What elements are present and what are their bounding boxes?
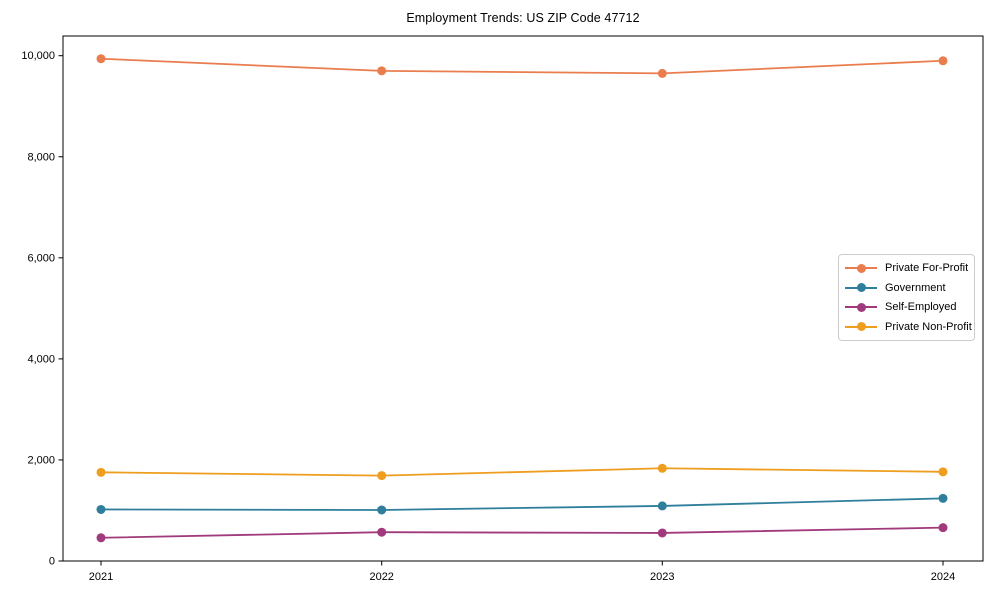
y-tick-label: 4,000 xyxy=(27,353,55,365)
x-tick-label: 2024 xyxy=(931,571,955,583)
data-point-self-employed xyxy=(938,523,948,533)
data-point-private-non-profit xyxy=(377,471,387,481)
data-point-private-non-profit xyxy=(96,467,106,477)
data-point-self-employed xyxy=(96,533,106,543)
legend-label-government: Government xyxy=(885,281,946,294)
data-point-government xyxy=(938,493,948,503)
data-point-private-non-profit xyxy=(938,467,948,477)
legend-item-private-for-profit: Private For-Profit xyxy=(845,259,968,278)
legend-item-government: Government xyxy=(845,278,968,297)
legend-item-self-employed: Self-Employed xyxy=(845,298,968,317)
legend-marker-government xyxy=(845,283,877,293)
y-tick-label: 2,000 xyxy=(27,454,55,466)
y-tick-label: 10,000 xyxy=(21,50,55,62)
data-point-private-for-profit xyxy=(377,66,387,76)
legend: Private For-Profit Government Self-Emplo… xyxy=(838,254,975,341)
data-point-government xyxy=(377,505,387,515)
data-point-private-for-profit xyxy=(96,54,106,64)
y-tick-label: 0 xyxy=(49,556,55,568)
data-point-private-non-profit xyxy=(657,463,667,473)
data-point-private-for-profit xyxy=(938,56,948,66)
legend-label-private-non-profit: Private Non-Profit xyxy=(885,320,972,333)
series-line-private-non-profit xyxy=(100,467,944,477)
legend-marker-private-for-profit xyxy=(845,263,877,273)
data-point-government xyxy=(96,504,106,514)
y-tick-label: 8,000 xyxy=(27,151,55,163)
y-tick-label: 6,000 xyxy=(27,252,55,264)
data-point-self-employed xyxy=(377,527,387,537)
data-point-self-employed xyxy=(657,528,667,538)
series-line-self-employed xyxy=(100,526,944,539)
legend-label-self-employed: Self-Employed xyxy=(885,301,957,314)
data-point-private-for-profit xyxy=(657,68,667,78)
legend-label-private-for-profit: Private For-Profit xyxy=(885,262,969,275)
series-line-private-for-profit xyxy=(100,57,944,75)
series-line-government xyxy=(100,497,944,511)
plot-border xyxy=(62,35,984,562)
chart-title: Employment Trends: US ZIP Code 47712 xyxy=(406,11,640,25)
x-tick-label: 2022 xyxy=(369,571,393,583)
legend-item-private-non-profit: Private Non-Profit xyxy=(845,317,972,336)
data-point-government xyxy=(657,501,667,511)
legend-marker-private-non-profit xyxy=(845,322,877,332)
legend-marker-self-employed xyxy=(845,302,877,312)
x-tick-label: 2023 xyxy=(650,571,674,583)
x-tick-label: 2021 xyxy=(89,571,113,583)
